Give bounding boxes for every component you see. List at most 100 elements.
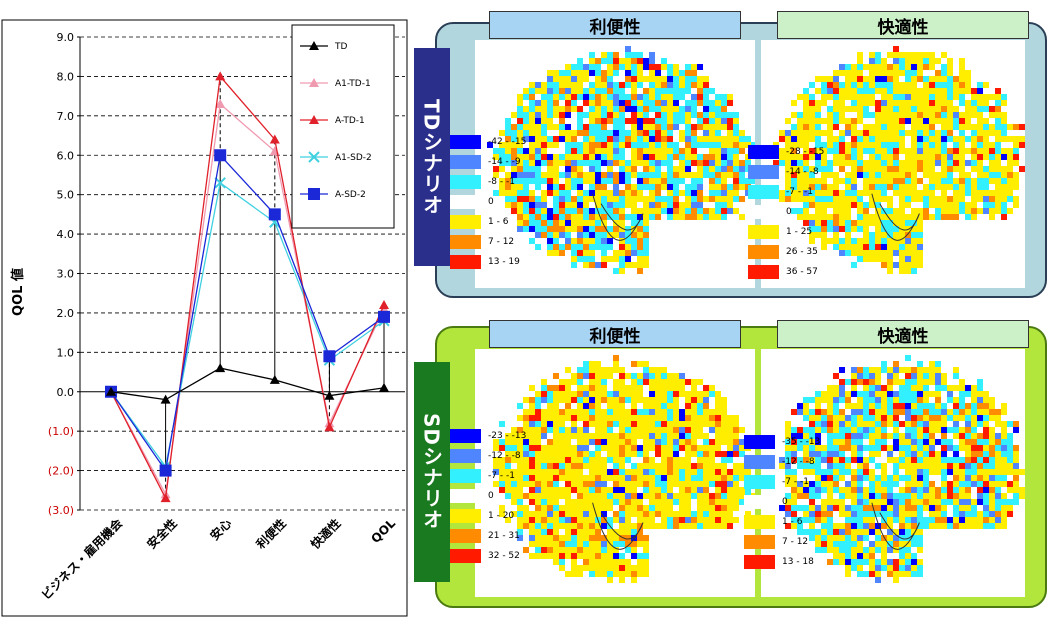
map-cell xyxy=(583,451,589,457)
map-cell xyxy=(571,373,577,379)
map-cell xyxy=(619,421,625,427)
map-cell xyxy=(929,439,935,445)
map-cell xyxy=(643,166,649,172)
map-cell xyxy=(601,415,607,421)
map-cell xyxy=(1001,517,1007,523)
map-cell xyxy=(983,100,989,106)
map-cell xyxy=(881,142,887,148)
map-raster xyxy=(487,46,755,274)
map-cell xyxy=(631,391,637,397)
map-cell xyxy=(727,469,733,475)
map-cell xyxy=(827,409,833,415)
map-cell xyxy=(595,541,601,547)
map-cell xyxy=(529,202,535,208)
map-cell xyxy=(643,196,649,202)
map-cell xyxy=(613,232,619,238)
map-cell xyxy=(565,130,571,136)
map-cell xyxy=(691,523,697,529)
map-cell xyxy=(499,178,505,184)
map-cell xyxy=(607,262,613,268)
map-cell xyxy=(977,517,983,523)
map-cell xyxy=(809,451,815,457)
legend-row: 0 xyxy=(450,192,526,212)
map-cell xyxy=(989,511,995,517)
map-cell xyxy=(983,499,989,505)
map-cell xyxy=(923,433,929,439)
map-cell xyxy=(673,409,679,415)
map-cell xyxy=(851,94,857,100)
map-cell xyxy=(577,535,583,541)
map-cell xyxy=(851,439,857,445)
map-cell xyxy=(547,475,553,481)
map-cell xyxy=(559,385,565,391)
map-cell xyxy=(517,112,523,118)
map-cell xyxy=(1001,196,1007,202)
map-cell xyxy=(983,469,989,475)
map-cell xyxy=(541,385,547,391)
map-cell xyxy=(691,214,697,220)
map-cell xyxy=(791,511,797,517)
map-cell xyxy=(905,250,911,256)
map-cell xyxy=(785,463,791,469)
map-cell xyxy=(989,100,995,106)
map-cell xyxy=(989,106,995,112)
map-cell xyxy=(673,481,679,487)
map-cell xyxy=(583,130,589,136)
map-cell xyxy=(881,553,887,559)
y-tick-label: (1.0) xyxy=(48,425,74,438)
map-cell xyxy=(589,94,595,100)
map-cell xyxy=(535,118,541,124)
map-cell xyxy=(833,553,839,559)
map-cell xyxy=(685,421,691,427)
map-cell xyxy=(517,214,523,220)
map-cell xyxy=(565,421,571,427)
map-cell xyxy=(923,409,929,415)
map-cell xyxy=(851,517,857,523)
map-cell xyxy=(589,76,595,82)
map-cell xyxy=(589,367,595,373)
map-cell xyxy=(995,154,1001,160)
map-cell xyxy=(935,136,941,142)
map-cell xyxy=(637,511,643,517)
map-cell xyxy=(673,493,679,499)
map-cell xyxy=(923,373,929,379)
map-cell xyxy=(553,529,559,535)
map-cell xyxy=(857,190,863,196)
map-cell xyxy=(1007,172,1013,178)
map-cell xyxy=(637,457,643,463)
map-cell xyxy=(899,397,905,403)
map-cell xyxy=(911,70,917,76)
map-cell xyxy=(643,445,649,451)
legend-row: -7 - -1 xyxy=(748,182,824,202)
map-cell xyxy=(911,439,917,445)
map-cell xyxy=(619,397,625,403)
map-cell xyxy=(727,184,733,190)
map-cell xyxy=(577,391,583,397)
map-cell xyxy=(577,172,583,178)
map-cell xyxy=(887,130,893,136)
map-cell xyxy=(589,112,595,118)
map-cell xyxy=(589,439,595,445)
map-cell xyxy=(869,154,875,160)
map-cell xyxy=(935,445,941,451)
map-cell xyxy=(535,148,541,154)
map-cell xyxy=(739,148,745,154)
map-cell xyxy=(571,130,577,136)
map-cell xyxy=(803,403,809,409)
map-cell xyxy=(727,136,733,142)
map-cell xyxy=(559,196,565,202)
map-cell xyxy=(971,385,977,391)
map-cell xyxy=(649,481,655,487)
map-cell xyxy=(727,142,733,148)
map-cell xyxy=(493,172,499,178)
map-cell xyxy=(517,499,523,505)
map-cell xyxy=(917,517,923,523)
map-cell xyxy=(821,433,827,439)
map-cell xyxy=(899,238,905,244)
map-cell xyxy=(1007,469,1013,475)
map-cell xyxy=(887,385,893,391)
map-cell xyxy=(785,523,791,529)
map-cell xyxy=(721,493,727,499)
map-cell xyxy=(971,94,977,100)
map-cell xyxy=(857,154,863,160)
